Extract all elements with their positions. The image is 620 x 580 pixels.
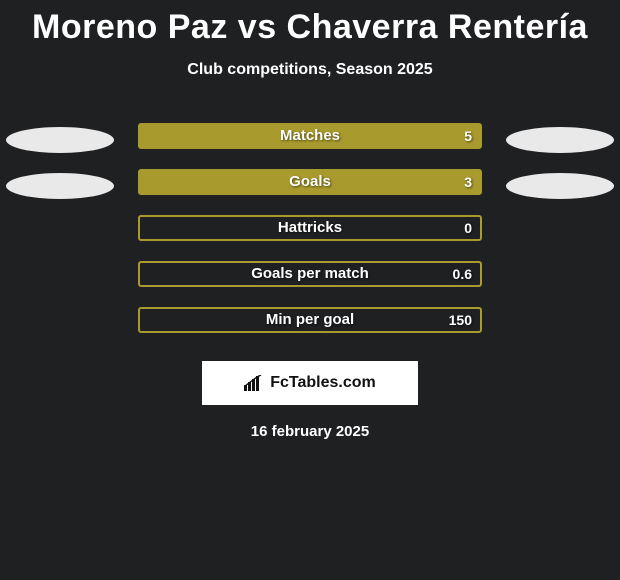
stat-bar: Matches5 <box>138 123 482 149</box>
stat-bar: Goals3 <box>138 169 482 195</box>
stat-bar-fill <box>140 125 480 147</box>
player-right-oval <box>506 173 614 199</box>
stat-bar: Min per goal150 <box>138 307 482 333</box>
stat-value: 0 <box>464 220 472 236</box>
page: Moreno Paz vs Chaverra Rentería Club com… <box>0 0 620 580</box>
stat-value: 150 <box>449 312 472 328</box>
stat-row: Hattricks0 <box>0 213 620 259</box>
stat-row: Goals3 <box>0 167 620 213</box>
stat-row: Min per goal150 <box>0 305 620 351</box>
player-left-oval <box>6 127 114 153</box>
stat-label: Min per goal <box>140 311 480 328</box>
stat-bar-fill <box>140 171 480 193</box>
stat-label: Hattricks <box>140 219 480 236</box>
stat-bar: Goals per match0.6 <box>138 261 482 287</box>
brand-text: FcTables.com <box>270 374 376 392</box>
stat-rows: Matches5Goals3Hattricks0Goals per match0… <box>0 121 620 351</box>
page-subtitle: Club competitions, Season 2025 <box>0 61 620 79</box>
player-right-oval <box>506 127 614 153</box>
brand-box[interactable]: FcTables.com <box>202 361 418 405</box>
stat-value: 0.6 <box>453 266 472 282</box>
player-left-oval <box>6 173 114 199</box>
stat-label: Goals per match <box>140 265 480 282</box>
stat-row: Goals per match0.6 <box>0 259 620 305</box>
stat-row: Matches5 <box>0 121 620 167</box>
bar-chart-icon <box>244 375 264 391</box>
footer-date: 16 february 2025 <box>0 423 620 440</box>
stat-bar: Hattricks0 <box>138 215 482 241</box>
page-title: Moreno Paz vs Chaverra Rentería <box>0 0 620 47</box>
